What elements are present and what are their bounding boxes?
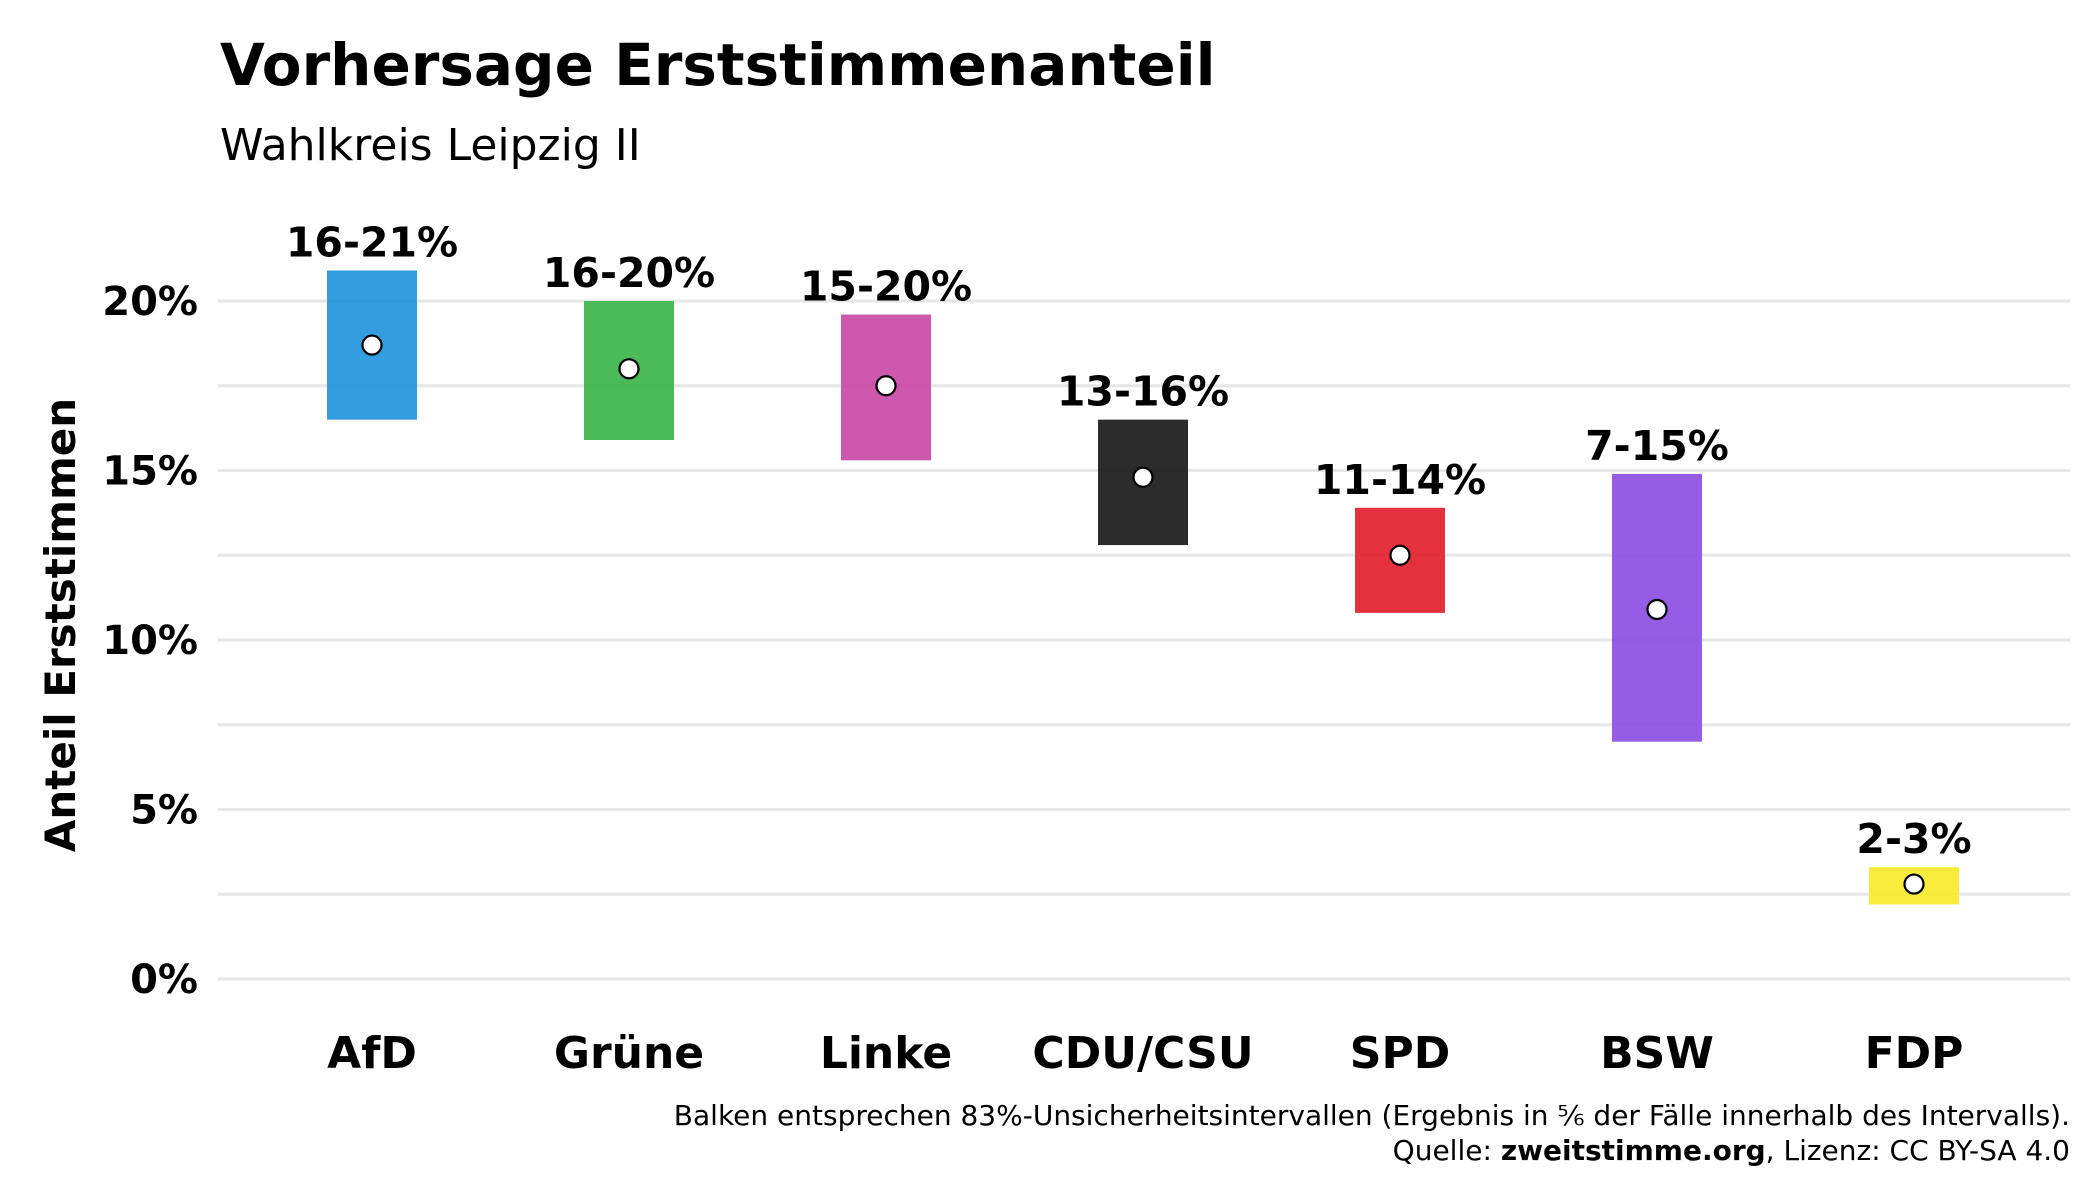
chart-source: Quelle: zweitstimme.org, Lizenz: CC BY-S… bbox=[1393, 1134, 2070, 1167]
point-estimate bbox=[361, 334, 383, 356]
data-labels: 16-21% 16-20% 15-20% 13-16% 11-14% 7-15% 2-3% bbox=[286, 218, 1972, 863]
y-tick-label: 5% bbox=[130, 788, 198, 834]
interval-label: 13-16% bbox=[1057, 368, 1229, 416]
point-estimate bbox=[1132, 466, 1154, 488]
source-prefix: Quelle: bbox=[1393, 1134, 1501, 1167]
y-axis-ticks: 0% 5% 10% 15% 20% bbox=[102, 279, 198, 1003]
chart-caption: Balken entsprechen 83%-Unsicherheitsinte… bbox=[674, 1099, 2070, 1132]
y-tick-label: 0% bbox=[130, 957, 198, 1003]
point-estimate bbox=[875, 375, 897, 397]
point-estimates bbox=[361, 334, 1925, 895]
x-tick-label: AfD bbox=[327, 1028, 417, 1079]
interval-label: 2-3% bbox=[1856, 815, 1971, 863]
interval-label: 16-20% bbox=[543, 249, 715, 297]
x-tick-label: CDU/CSU bbox=[1032, 1028, 1253, 1079]
point-estimate bbox=[1646, 598, 1668, 621]
point-estimate bbox=[1389, 544, 1411, 566]
source-license: , Lizenz: CC BY-SA 4.0 bbox=[1766, 1134, 2070, 1167]
x-tick-label: SPD bbox=[1350, 1028, 1450, 1079]
source-link[interactable]: zweitstimme.org bbox=[1501, 1134, 1766, 1167]
point-estimate bbox=[1903, 873, 1925, 895]
y-axis-label: Anteil Erststimmen bbox=[36, 398, 85, 852]
y-tick-label: 20% bbox=[102, 279, 198, 325]
y-tick-label: 10% bbox=[102, 618, 198, 664]
point-estimate bbox=[618, 358, 640, 380]
x-axis-ticks: AfD Grüne Linke CDU/CSU SPD BSW FDP bbox=[327, 1028, 1963, 1079]
interval-label: 15-20% bbox=[800, 263, 972, 311]
interval-label: 16-21% bbox=[286, 218, 458, 266]
x-tick-label: Linke bbox=[820, 1028, 952, 1079]
interval-label: 7-15% bbox=[1585, 422, 1729, 470]
chart-subtitle: Wahlkreis Leipzig II bbox=[220, 120, 641, 171]
x-tick-label: Grüne bbox=[554, 1028, 704, 1079]
x-tick-label: FDP bbox=[1865, 1028, 1964, 1079]
x-tick-label: BSW bbox=[1600, 1028, 1714, 1079]
chart-title: Vorhersage Erststimmenanteil bbox=[220, 31, 1215, 99]
y-tick-label: 15% bbox=[102, 449, 198, 495]
interval-label: 11-14% bbox=[1314, 456, 1486, 504]
grid bbox=[218, 299, 2070, 981]
